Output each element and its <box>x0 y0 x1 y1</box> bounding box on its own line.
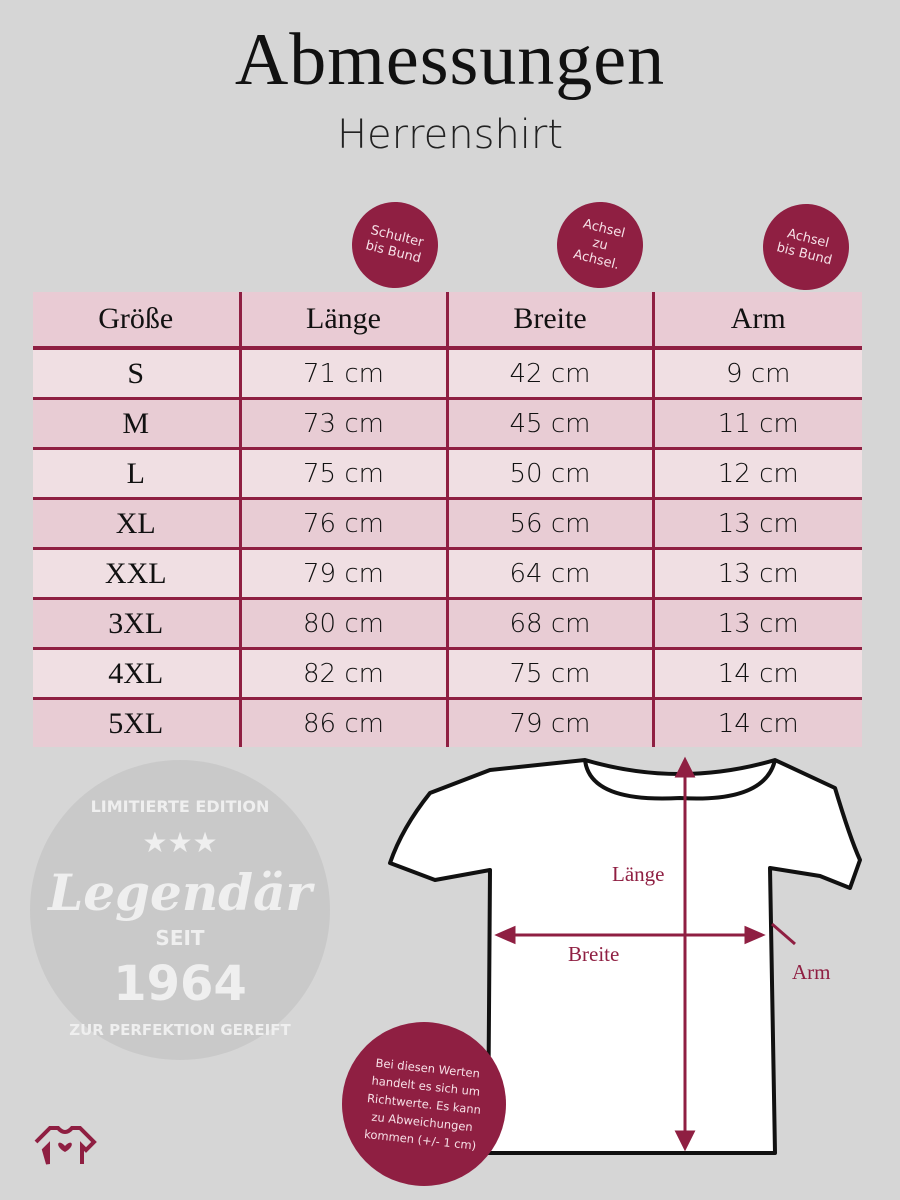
arm-cell: 13 cm <box>651 548 862 600</box>
table-row: L 75 cm 50 cm 12 cm <box>33 448 862 500</box>
arm-cell: 13 cm <box>651 598 862 650</box>
badge-arm: Achsel bis Bund <box>753 194 859 300</box>
arm-cell: 9 cm <box>651 348 862 400</box>
table-row: S 71 cm 42 cm 9 cm <box>33 348 862 400</box>
laenge-cell: 86 cm <box>238 698 447 747</box>
diagram-breite-label: Breite <box>568 942 620 966</box>
breite-cell: 42 cm <box>445 348 653 400</box>
size-cell: XL <box>33 498 240 550</box>
diagram-laenge-label: Länge <box>612 862 665 886</box>
arm-cell: 14 cm <box>651 698 862 747</box>
tshirt-diagram <box>388 756 862 1155</box>
size-cell: M <box>33 398 240 450</box>
table-row: 3XL 80 cm 68 cm 13 cm <box>33 598 862 650</box>
badge-text: Achsel zu Achsel. <box>571 216 627 273</box>
col-header: Arm <box>651 292 862 350</box>
laenge-cell: 82 cm <box>238 648 447 700</box>
size-cell: 5XL <box>33 698 240 747</box>
size-table: Größe Länge Breite Arm S 71 cm 42 cm 9 cm M 7… <box>33 292 862 747</box>
diagram-arm-label: Arm <box>792 960 831 984</box>
table-header: Größe Länge Breite Arm <box>33 292 862 350</box>
arm-cell: 11 cm <box>651 398 862 450</box>
col-header: Breite <box>445 292 653 350</box>
breite-cell: 56 cm <box>445 498 653 550</box>
laenge-cell: 76 cm <box>238 498 447 550</box>
breite-cell: 75 cm <box>445 648 653 700</box>
size-cell: XXL <box>33 548 240 600</box>
badge-laenge: Schulter bis Bund <box>342 192 448 298</box>
laenge-cell: 80 cm <box>238 598 447 650</box>
print-seit-text: SEIT <box>155 926 205 950</box>
star-icon: ★★★ <box>142 826 217 859</box>
col-header: Länge <box>238 292 447 350</box>
size-cell: S <box>33 348 240 400</box>
legendaer-print-graphic: LIMITIERTE EDITION ★★★ Legendär SEIT 196… <box>30 760 330 1060</box>
breite-cell: 79 cm <box>445 698 653 747</box>
size-cell: 4XL <box>33 648 240 700</box>
badge-breite: Achsel zu Achsel. <box>547 192 653 298</box>
laenge-cell: 75 cm <box>238 448 447 500</box>
print-top-text: LIMITIERTE EDITION <box>91 797 270 816</box>
size-cell: L <box>33 448 240 500</box>
page-title: Abmessungen <box>234 19 666 101</box>
table-row: XXL 79 cm 64 cm 13 cm <box>33 548 862 600</box>
table-row: XL 76 cm 56 cm 13 cm <box>33 498 862 550</box>
col-header: Größe <box>33 292 240 350</box>
print-circle <box>30 760 330 1060</box>
breite-cell: 45 cm <box>445 398 653 450</box>
arm-cell: 12 cm <box>651 448 862 500</box>
arm-cell: 13 cm <box>651 498 862 550</box>
breite-cell: 68 cm <box>445 598 653 650</box>
arm-arrow <box>771 922 796 946</box>
table-row: 4XL 82 cm 75 cm 14 cm <box>33 648 862 700</box>
breite-cell: 64 cm <box>445 548 653 600</box>
table-row: M 73 cm 45 cm 11 cm <box>33 398 862 450</box>
laenge-cell: 79 cm <box>238 548 447 600</box>
breite-cell: 50 cm <box>445 448 653 500</box>
laenge-cell: 73 cm <box>238 398 447 450</box>
laenge-cell: 71 cm <box>238 348 447 400</box>
page-subtitle: Herrenshirt <box>336 112 564 158</box>
badge-text: Achsel bis Bund <box>774 226 834 269</box>
print-bottom-text: ZUR PERFEKTION GEREIFT <box>69 1021 291 1039</box>
print-year-text: 1964 <box>113 956 247 1012</box>
arm-cell: 14 cm <box>651 648 862 700</box>
size-cell: 3XL <box>33 598 240 650</box>
shirt-heart-logo-icon <box>34 1126 97 1165</box>
print-script-text: Legendär <box>46 863 315 922</box>
badge-text: Schulter bis Bund <box>363 222 426 267</box>
table-row: 5XL 86 cm 79 cm 14 cm <box>33 698 862 747</box>
disclaimer-text: Bei diesen Werten handelt es sich um Ric… <box>363 1055 482 1153</box>
